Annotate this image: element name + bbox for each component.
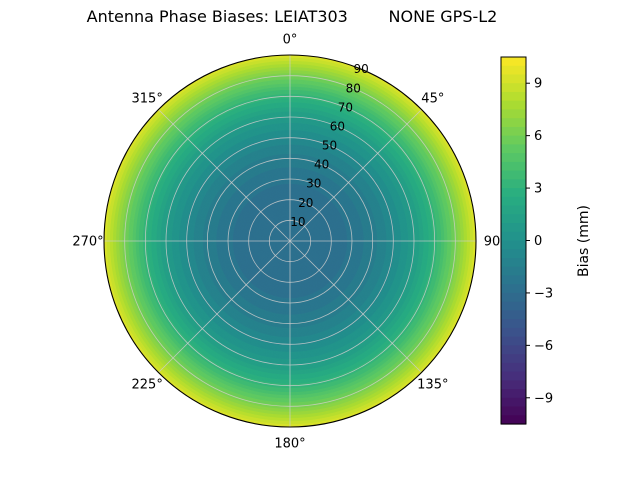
colorbar-band (501, 205, 526, 215)
theta-gridline (289, 109, 422, 242)
colorbar-band (501, 135, 526, 145)
theta-gridline (158, 109, 291, 242)
colorbar-band (501, 91, 526, 102)
colorbar-tick-label: −9 (534, 391, 553, 406)
colorbar-band (501, 371, 526, 381)
colorbar: 9 6 3 0 −3 −6 −9 (500, 56, 553, 425)
colorbar-band (501, 231, 526, 242)
colorbar-band (501, 83, 526, 93)
theta-tick-label: 45° (421, 92, 444, 107)
colorbar-tick-label: 3 (534, 182, 542, 197)
theta-tick-label: 90 (484, 235, 501, 250)
colorbar-band (501, 266, 526, 277)
r-tick-label: 40 (314, 158, 329, 172)
colorbar-tick-label: 0 (534, 234, 542, 249)
colorbar-band (501, 126, 526, 137)
r-tick-label: 50 (322, 139, 337, 153)
colorbar-tick-label: −3 (534, 286, 553, 301)
colorbar-band (501, 275, 526, 285)
theta-tick-label: 270° (72, 235, 103, 250)
colorbar-band (501, 74, 526, 84)
colorbar-band (501, 345, 526, 355)
theta-gridline (289, 240, 422, 373)
colorbar-band (501, 100, 526, 111)
colorbar-tick-label: 9 (534, 77, 542, 92)
theta-tick-label: 0° (283, 33, 298, 48)
colorbar-band (501, 310, 526, 320)
r-tick-label: 60 (330, 119, 345, 133)
colorbar-band (501, 223, 526, 233)
r-tick-label: 70 (338, 100, 353, 114)
colorbar-label: Bias (mm) (576, 204, 592, 278)
colorbar-band (501, 118, 526, 128)
r-tick-label: 30 (306, 177, 321, 191)
colorbar-band (501, 249, 526, 259)
r-tick-label: 10 (290, 215, 305, 229)
r-tick-label: 90 (354, 62, 369, 76)
colorbar-band (501, 336, 526, 346)
colorbar-band (501, 362, 526, 373)
colorbar-band (501, 327, 526, 338)
colorbar-band (501, 415, 526, 425)
colorbar-band (501, 170, 526, 180)
colorbar-band (501, 196, 526, 207)
colorbar-band (501, 406, 526, 416)
colorbar-band (501, 179, 526, 189)
colorbar-band (501, 292, 526, 303)
polar-grid (103, 54, 477, 428)
theta-tick-label: 180° (274, 437, 305, 452)
colorbar-band (501, 57, 526, 67)
colorbar-band (501, 188, 526, 198)
colorbar-band (501, 109, 526, 119)
colorbar-band (501, 161, 526, 172)
colorbar-band (501, 214, 526, 224)
colorbar-band (501, 65, 526, 76)
theta-tick-label: 135° (417, 377, 448, 392)
colorbar-band (501, 354, 526, 364)
colorbar-tick-label: −6 (534, 339, 553, 354)
colorbar-band (501, 144, 526, 154)
theta-gridline (158, 240, 291, 373)
r-tick-label: 20 (298, 196, 313, 210)
colorbar-band (501, 389, 526, 399)
colorbar-band (501, 380, 526, 390)
colorbar-band (501, 257, 526, 268)
r-tick-label: 80 (346, 81, 361, 95)
chart-title: Antenna Phase Biases: LEIAT303 NONE GPS-… (86, 7, 498, 26)
polar-outline (103, 54, 477, 428)
colorbar-band (501, 284, 526, 294)
colorbar-band (501, 397, 526, 408)
axis-labels: 0° 45° 90 135° 180° 225° 270° 315° 10 20 30 40 50 60 7… (72, 33, 500, 452)
theta-tick-label: 225° (132, 377, 163, 392)
theta-tick-label: 315° (132, 92, 163, 107)
colorbar-band (501, 153, 526, 163)
colorbar-band (501, 240, 526, 250)
colorbar-tick-label: 6 (534, 129, 542, 144)
colorbar-band (501, 301, 526, 312)
colorbar-band (501, 319, 526, 329)
